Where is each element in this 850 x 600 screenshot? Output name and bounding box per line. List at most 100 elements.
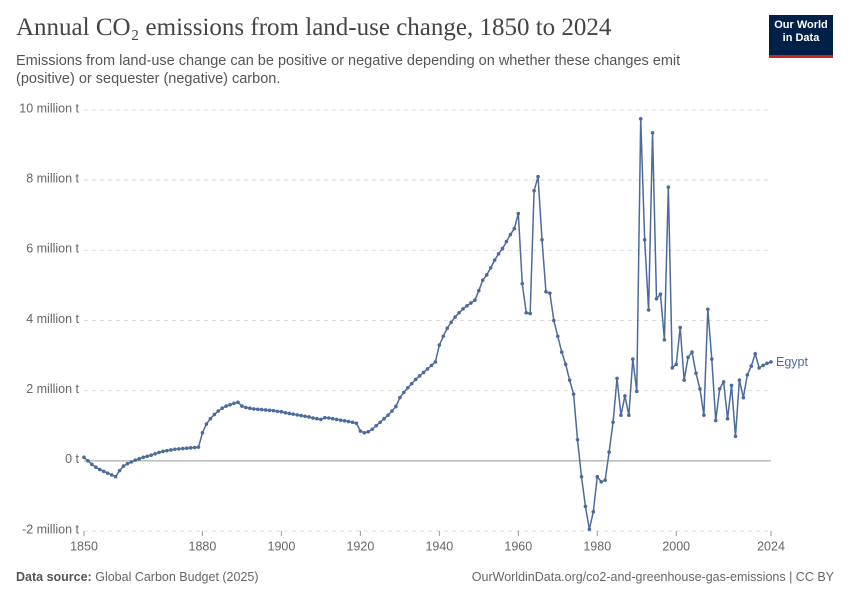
data-point — [729, 383, 734, 388]
data-point — [563, 362, 568, 367]
y-tick-label: 0 t — [65, 452, 79, 466]
data-point — [236, 400, 240, 405]
data-point — [192, 445, 197, 450]
data-point — [634, 389, 639, 394]
source-label: Data source: — [16, 570, 92, 584]
data-point — [516, 211, 521, 216]
data-point — [678, 325, 682, 330]
data-point — [184, 446, 189, 451]
data-point — [488, 266, 493, 270]
data-point — [445, 326, 450, 331]
data-point — [267, 408, 272, 413]
data-point — [575, 437, 580, 442]
y-tick-label: -2 million t — [22, 522, 79, 536]
data-point — [413, 377, 418, 382]
data-point — [694, 371, 698, 375]
data-point — [121, 464, 126, 468]
data-point — [425, 367, 430, 371]
data-point — [706, 307, 710, 312]
data-point — [180, 446, 185, 451]
data-point — [311, 416, 315, 420]
data-point — [263, 408, 268, 412]
y-tick-label: 10 million t — [19, 101, 79, 115]
data-point — [749, 364, 754, 368]
data-point — [394, 404, 398, 409]
data-point — [176, 447, 181, 451]
data-point — [540, 238, 544, 242]
logo[interactable]: Our World in Data — [769, 15, 833, 58]
data-point — [520, 281, 525, 286]
data-point — [733, 434, 738, 439]
data-point — [200, 430, 205, 435]
data-point — [555, 334, 560, 339]
data-point — [295, 413, 300, 417]
data-point — [386, 413, 390, 418]
data-point — [338, 418, 343, 422]
data-point — [86, 459, 90, 463]
data-point — [638, 116, 643, 121]
data-point — [362, 430, 367, 435]
data-point — [662, 337, 667, 342]
data-point — [437, 343, 442, 347]
footer-source: Data source: Global Carbon Budget (2025) — [16, 570, 259, 584]
data-point — [690, 350, 694, 354]
data-point — [737, 378, 742, 382]
data-point — [627, 413, 631, 418]
data-point — [441, 334, 446, 339]
data-point — [480, 278, 485, 282]
data-point — [433, 360, 438, 364]
x-tick-label: 1880 — [189, 539, 217, 553]
data-point — [536, 174, 540, 179]
data-point — [477, 288, 481, 293]
data-point — [251, 407, 256, 411]
data-point — [713, 418, 718, 423]
data-point — [417, 374, 422, 378]
data-point — [496, 252, 501, 256]
data-point — [82, 455, 86, 460]
chart-subtitle: Emissions from land-use change can be po… — [16, 53, 681, 87]
data-point — [607, 450, 611, 454]
data-point — [319, 417, 323, 422]
data-point — [453, 315, 457, 319]
data-point — [599, 480, 604, 484]
x-tick-label: 1900 — [268, 539, 296, 553]
data-point — [216, 409, 221, 413]
data-point — [686, 355, 690, 360]
data-point — [374, 423, 378, 428]
series-label: Egypt — [776, 355, 808, 369]
data-point — [109, 473, 114, 477]
footer-url[interactable]: OurWorldinData.org/co2-and-greenhouse-ga… — [471, 570, 834, 584]
data-point — [409, 381, 414, 386]
data-point — [169, 448, 173, 452]
source: Global Carbon Budget (2025) — [95, 570, 259, 584]
data-point — [283, 410, 288, 415]
data-point — [354, 421, 359, 426]
data-point — [646, 308, 651, 312]
data-point — [157, 450, 161, 455]
data-point — [548, 291, 552, 295]
data-point — [544, 289, 548, 294]
data-point — [259, 407, 264, 412]
data-point — [753, 352, 758, 356]
data-point — [248, 406, 252, 411]
data-point — [149, 453, 153, 458]
chart-title: Annual CO₂ emissions from land-use chang… — [16, 14, 612, 41]
data-point — [769, 360, 773, 364]
data-point — [299, 413, 303, 418]
series-line — [83, 118, 772, 530]
data-point — [330, 416, 335, 421]
data-point — [603, 478, 607, 482]
data-point — [153, 452, 157, 456]
data-point — [492, 258, 497, 262]
data-point — [117, 468, 122, 473]
data-point — [650, 131, 655, 135]
data-point — [567, 378, 572, 382]
data-point — [125, 461, 130, 466]
data-point — [579, 474, 584, 479]
data-point — [532, 188, 536, 193]
data-point — [670, 366, 675, 370]
data-point — [619, 413, 623, 418]
x-tick-label: 1980 — [583, 539, 611, 553]
data-point — [255, 407, 260, 412]
